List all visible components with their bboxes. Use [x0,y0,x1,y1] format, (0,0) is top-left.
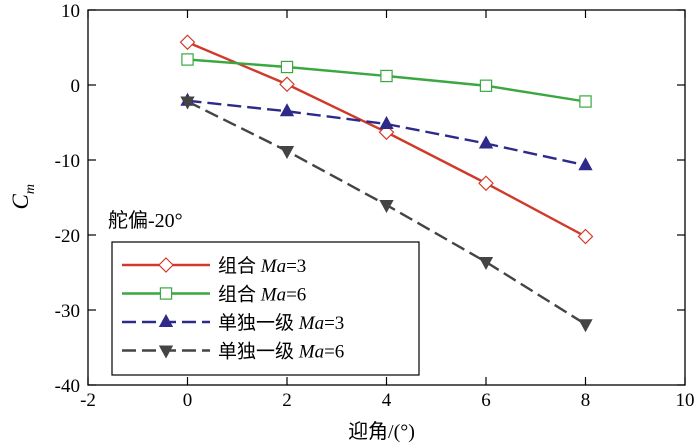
x-tick-label: 4 [382,390,392,411]
y-axis-label: Cm [8,184,38,209]
data-point [279,76,295,93]
data-point [478,175,494,192]
y-tick-label: -10 [55,151,80,172]
data-point [279,103,295,117]
legend-marker [158,345,174,359]
x-axis-label: 迎角/(°) [348,420,415,443]
legend-label: 组合 Ma=3 [218,255,306,277]
x-tick-label: 6 [481,390,491,411]
annotation-text: 舵偏-20° [108,209,183,232]
series-layer [179,34,594,333]
legend-label: 组合 Ma=6 [218,284,306,306]
y-tick-label: -30 [55,301,80,322]
x-tick-label: -2 [80,390,96,411]
legend-label: 单独一级 Ma=3 [218,312,344,334]
data-point [379,115,394,130]
legend-marker [158,257,174,273]
series-2 [181,53,592,108]
data-point [379,199,394,214]
legend-entry: 单独一级 Ma=3 [122,312,344,334]
data-point [181,53,194,66]
data-point [478,256,494,271]
data-point [577,228,594,245]
x-tick-label: 0 [183,390,193,411]
data-point [579,95,592,108]
y-tick-label: 10 [61,1,80,22]
data-point [280,60,294,74]
data-point [578,157,593,171]
data-point [578,319,593,333]
data-point [179,34,196,51]
y-tick-label: 0 [71,76,81,97]
legend-label: 单独一级 Ma=6 [218,341,344,363]
legend-entry: 单独一级 Ma=6 [122,341,344,363]
x-tick-label: 10 [676,390,695,411]
data-point [478,135,494,149]
data-point [479,79,493,92]
series-4 [180,96,593,333]
y-tick-label: -20 [55,226,80,247]
legend: 组合 Ma=3 组合 Ma=6 单独一级 Ma=3 单独一级 Ma=6 [111,241,420,376]
y-tick-label: -40 [55,376,80,397]
data-point [380,69,393,83]
x-tick-label: 2 [282,390,292,411]
x-tick-label: 8 [581,390,591,411]
legend-entry: 组合 Ma=6 [122,284,306,306]
legend-marker [159,287,173,300]
data-point [279,145,295,160]
series-1 [179,34,594,245]
data-point [180,96,195,110]
legend-entry: 组合 Ma=3 [122,255,306,277]
legend-marker [158,313,174,328]
